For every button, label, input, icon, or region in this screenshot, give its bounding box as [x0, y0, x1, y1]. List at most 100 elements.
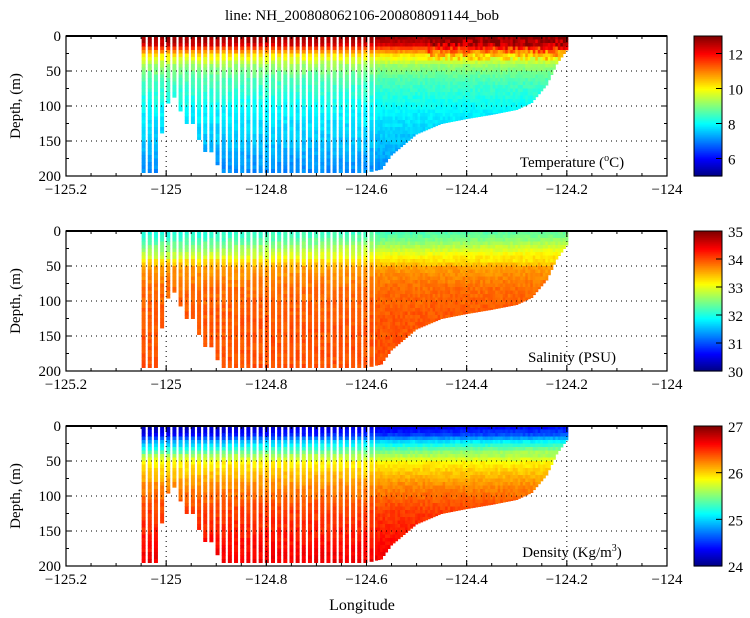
data-cell: [351, 290, 356, 295]
data-cell: [363, 245, 368, 249]
data-cell: [402, 137, 406, 142]
data-cell: [184, 283, 189, 288]
data-cell: [380, 116, 384, 121]
data-cell: [264, 36, 269, 40]
data-cell: [435, 43, 439, 47]
data-cell: [332, 283, 337, 288]
data-cell: [351, 294, 356, 298]
data-cell: [246, 273, 251, 277]
data-cell: [495, 46, 499, 51]
data-cell: [252, 141, 257, 145]
cast: [264, 36, 269, 173]
data-cell: [258, 339, 263, 344]
data-cell: [234, 304, 239, 309]
data-cell: [427, 39, 431, 44]
data-cell: [221, 169, 226, 173]
data-cell: [264, 301, 269, 305]
data-cell: [487, 102, 491, 107]
cast: [153, 36, 158, 173]
data-cell: [487, 106, 491, 110]
data-cell: [357, 67, 362, 72]
data-cell: [289, 46, 294, 51]
data-cell: [467, 74, 471, 79]
data-cell: [400, 50, 404, 54]
data-cell: [475, 92, 479, 96]
data-cell: [432, 85, 436, 89]
data-cell: [153, 71, 158, 75]
data-cell: [307, 322, 312, 326]
data-cell: [397, 95, 401, 100]
data-cell: [527, 102, 531, 105]
cast: [178, 36, 183, 112]
data-cell: [405, 71, 409, 75]
data-cell: [351, 231, 356, 235]
data-cell: [467, 46, 471, 51]
data-cell: [221, 322, 226, 326]
data-cell: [375, 151, 379, 156]
data-cell: [410, 57, 414, 61]
data-cell: [482, 60, 486, 65]
data-cell: [147, 141, 152, 145]
data-cell: [442, 53, 446, 58]
data-cell: [455, 78, 459, 82]
data-cell: [197, 106, 202, 110]
data-cell: [344, 71, 349, 75]
cast: [455, 36, 459, 122]
data-cell: [420, 95, 424, 100]
colorbar-segment: [694, 120, 722, 123]
data-cell: [405, 113, 409, 117]
data-cell: [246, 301, 251, 305]
data-cell: [450, 53, 454, 58]
data-cell: [357, 238, 362, 242]
data-cell: [402, 39, 406, 44]
data-cell: [141, 332, 146, 337]
data-cell: [283, 130, 288, 135]
data-cell: [375, 353, 379, 358]
data-cell: [234, 350, 239, 354]
data-cell: [357, 53, 362, 58]
data-cell: [344, 57, 349, 61]
data-cell: [160, 43, 165, 47]
data-cell: [320, 332, 325, 337]
data-cell: [442, 92, 446, 96]
data-cell: [422, 106, 426, 110]
data-cell: [455, 50, 459, 54]
data-cell: [402, 109, 406, 114]
data-cell: [382, 151, 386, 156]
data-cell: [320, 141, 325, 145]
data-cell: [555, 60, 559, 65]
data-cell: [437, 39, 441, 44]
data-cell: [377, 74, 381, 79]
data-cell: [338, 280, 343, 284]
data-cell: [369, 130, 374, 135]
data-cell: [417, 36, 421, 40]
cast: [166, 36, 171, 104]
data-cell: [326, 165, 331, 170]
data-cell: [500, 88, 504, 93]
data-cell: [166, 81, 171, 86]
data-cell: [184, 109, 189, 114]
data-cell: [190, 297, 195, 302]
data-cell: [277, 315, 282, 319]
data-cell: [289, 332, 294, 337]
data-cell: [326, 308, 331, 312]
data-cell: [270, 262, 275, 267]
data-cell: [277, 280, 282, 284]
data-cell: [427, 36, 431, 40]
data-cell: [153, 78, 158, 82]
data-cell: [402, 130, 406, 135]
data-cell: [477, 85, 481, 89]
data-cell: [153, 141, 158, 145]
data-cell: [363, 46, 368, 51]
data-cell: [363, 304, 368, 309]
data-cell: [377, 169, 381, 171]
data-cell: [427, 74, 431, 79]
data-cell: [395, 144, 399, 149]
data-cell: [221, 88, 226, 93]
data-cell: [550, 43, 554, 47]
data-cell: [540, 53, 544, 58]
data-cell: [307, 92, 312, 96]
data-cell: [178, 238, 183, 242]
data-cell: [375, 276, 379, 281]
data-cell: [457, 39, 461, 44]
